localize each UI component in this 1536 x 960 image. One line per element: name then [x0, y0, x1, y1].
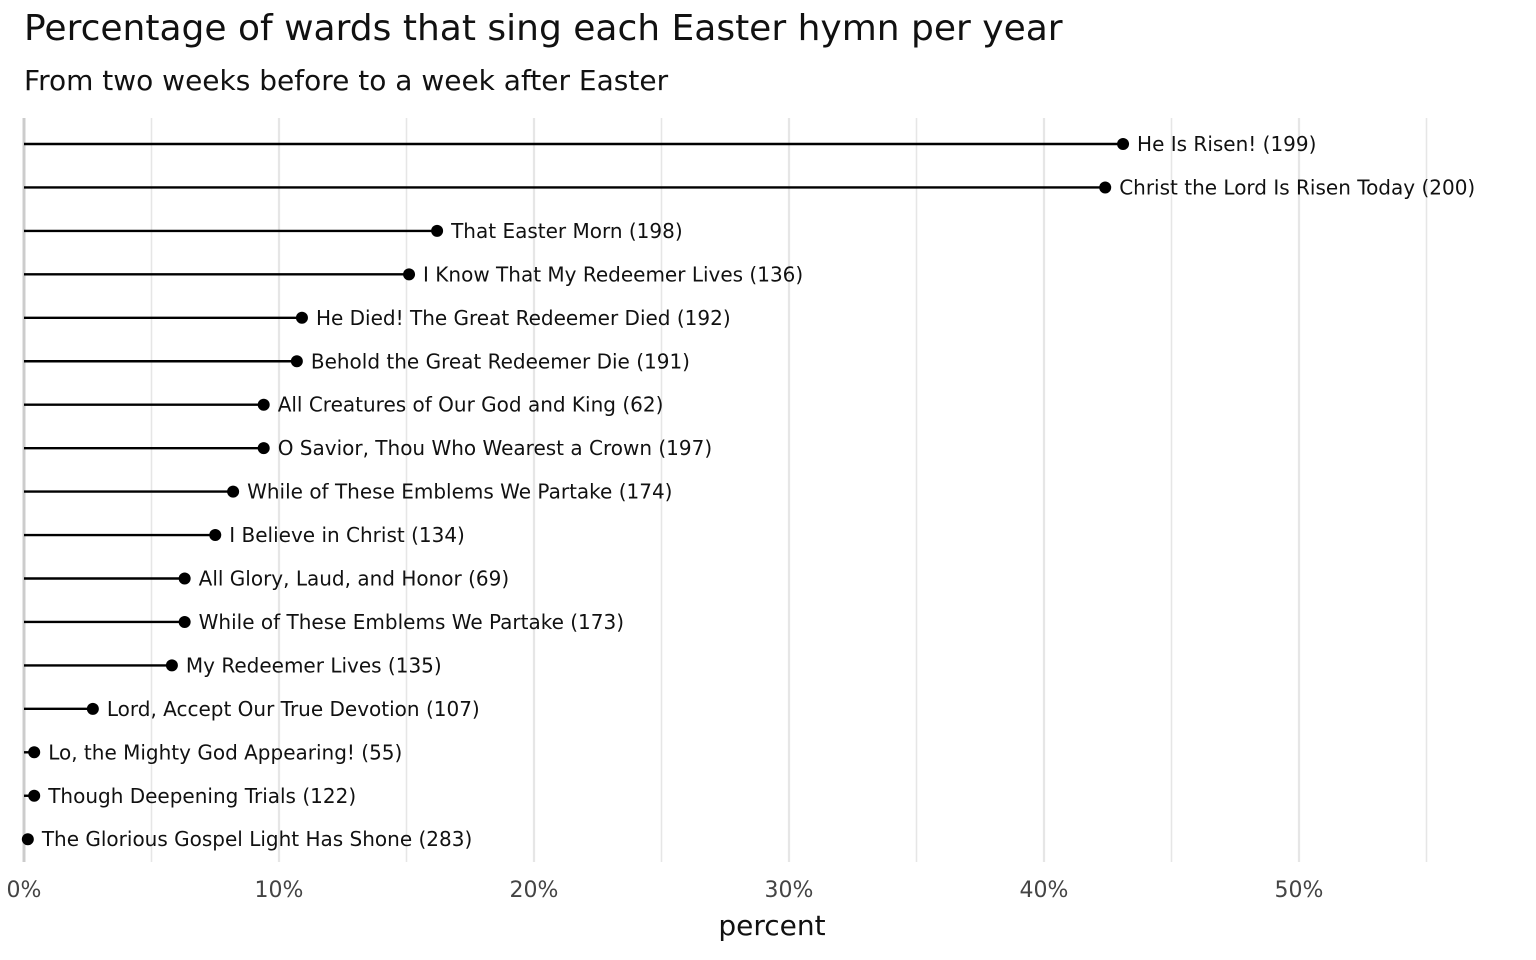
chart-title: Percentage of wards that sing each Easte… [24, 8, 1063, 49]
lollipop-dot [431, 224, 444, 237]
hymn-label: While of These Emblems We Partake (174) [247, 480, 672, 504]
hymn-label: Lord, Accept Our True Devotion (107) [107, 697, 480, 721]
x-tick-label: 30% [765, 878, 814, 903]
lollipop-dot [209, 529, 222, 542]
lollipop-dot [227, 485, 240, 498]
lollipop-dot [28, 789, 41, 802]
lollipop-dot [257, 442, 270, 455]
hymn-label: All Creatures of Our God and King (62) [278, 393, 664, 417]
lollipop-dot [86, 702, 99, 715]
hymn-label: Christ the Lord Is Risen Today (200) [1119, 175, 1475, 199]
hymn-label: Behold the Great Redeemer Die (191) [311, 349, 690, 373]
hymn-label: I Know That My Redeemer Lives (136) [423, 262, 803, 286]
lollipop-dot [165, 659, 178, 672]
lollipop-dot [1117, 138, 1130, 150]
chart-subtitle: From two weeks before to a week after Ea… [24, 64, 669, 97]
x-tick-label: 20% [510, 878, 559, 903]
hymn-label: Lo, the Mighty God Appearing! (55) [48, 740, 402, 764]
hymn-label: While of These Emblems We Partake (173) [199, 610, 624, 634]
hymn-label: All Glory, Laud, and Honor (69) [199, 567, 510, 591]
lollipop-dot [1099, 181, 1112, 194]
x-tick-label: 10% [255, 878, 304, 903]
lollipop-dot [257, 398, 270, 411]
x-axis-title: percent [718, 909, 825, 942]
hymn-label: My Redeemer Lives (135) [186, 653, 442, 677]
x-tick-label: 50% [1275, 878, 1324, 903]
grid-layer [22, 118, 1428, 862]
lollipop-dot [178, 572, 191, 585]
hymn-label: That Easter Morn (198) [450, 219, 683, 243]
lollipop-dot [295, 311, 308, 324]
lollipop-dot [28, 746, 41, 759]
mark-layer: He Is Risen! (199) Christ the Lord Is Ris… [21, 132, 1475, 851]
hymn-label: O Savior, Thou Who Wearest a Crown (197) [278, 436, 712, 460]
hymn-label: He Is Risen! (199) [1137, 132, 1316, 156]
hymn-label: The Glorious Gospel Light Has Shone (283… [41, 827, 472, 851]
lollipop-dot [21, 833, 34, 846]
lollipop-dot [403, 268, 416, 281]
hymn-label: He Died! The Great Redeemer Died (192) [316, 306, 731, 330]
lollipop-dot [290, 355, 303, 368]
hymn-label: Though Deepening Trials (122) [47, 784, 356, 808]
x-tick-label: 0% [7, 878, 42, 903]
lollipop-dot [178, 615, 191, 628]
axis-layer: 0% 10% 20% 30% 40% 50% [7, 878, 1324, 903]
x-tick-label: 40% [1020, 878, 1069, 903]
hymn-label: I Believe in Christ (134) [229, 523, 465, 547]
